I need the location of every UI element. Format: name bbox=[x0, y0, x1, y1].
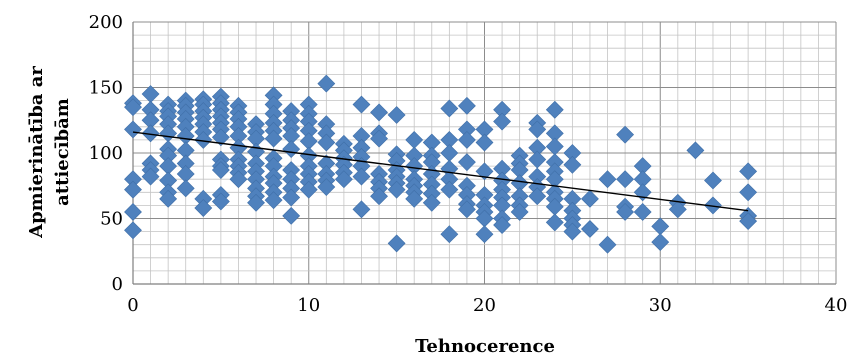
y-axis-title: Apmierinātība ar attiecībām bbox=[26, 66, 73, 239]
data-point bbox=[141, 124, 160, 143]
data-point bbox=[317, 133, 336, 152]
data-point bbox=[211, 161, 230, 179]
data-point bbox=[387, 234, 406, 253]
data-point bbox=[282, 188, 301, 207]
y-axis-title-line-2: attiecībām bbox=[52, 98, 73, 206]
y-tick-label: 50 bbox=[100, 209, 123, 230]
data-points bbox=[124, 74, 758, 254]
data-point bbox=[282, 140, 301, 158]
x-axis-ticks: 0 10 20 30 40 bbox=[127, 295, 847, 316]
data-point bbox=[528, 187, 547, 206]
data-point bbox=[387, 180, 406, 199]
data-point bbox=[211, 192, 230, 211]
data-point bbox=[651, 233, 670, 252]
data-point bbox=[405, 189, 424, 208]
data-point bbox=[124, 221, 142, 240]
data-point bbox=[282, 206, 301, 225]
data-point bbox=[545, 137, 564, 156]
data-point bbox=[739, 212, 758, 231]
data-point bbox=[686, 141, 705, 160]
y-tick-label: 150 bbox=[89, 78, 123, 99]
data-point bbox=[194, 199, 213, 217]
data-point bbox=[352, 167, 371, 186]
data-point bbox=[422, 193, 441, 212]
data-point bbox=[545, 100, 564, 119]
data-point bbox=[440, 144, 459, 162]
x-tick-label: 10 bbox=[297, 295, 320, 316]
data-point bbox=[616, 203, 635, 221]
x-tick-label: 30 bbox=[649, 295, 672, 316]
data-point bbox=[545, 213, 564, 232]
data-point bbox=[387, 106, 406, 124]
data-point bbox=[475, 133, 494, 152]
y-tick-label: 100 bbox=[89, 143, 123, 164]
data-point bbox=[370, 187, 388, 206]
data-point bbox=[264, 129, 283, 148]
data-point bbox=[159, 189, 178, 208]
x-tick-label: 0 bbox=[127, 295, 138, 316]
y-tick-label: 0 bbox=[112, 274, 123, 295]
data-point bbox=[475, 162, 494, 181]
data-point bbox=[440, 225, 459, 244]
data-point bbox=[264, 191, 283, 210]
data-point bbox=[194, 130, 213, 149]
data-point bbox=[458, 130, 476, 149]
x-axis-title: Tehnocerence bbox=[415, 336, 555, 357]
data-point bbox=[510, 203, 529, 221]
x-tick-label: 20 bbox=[473, 295, 496, 316]
x-tick-label: 40 bbox=[825, 295, 848, 316]
data-point bbox=[651, 217, 670, 236]
data-point bbox=[528, 120, 547, 139]
data-point bbox=[528, 150, 547, 169]
data-point bbox=[493, 112, 511, 131]
data-point bbox=[352, 200, 371, 219]
data-point bbox=[598, 170, 617, 189]
data-point bbox=[370, 103, 388, 122]
data-point bbox=[176, 179, 195, 198]
data-point bbox=[124, 98, 142, 117]
data-point bbox=[229, 170, 248, 189]
data-point bbox=[124, 120, 142, 139]
data-point bbox=[668, 200, 687, 219]
data-point bbox=[440, 180, 459, 199]
trendline-layer bbox=[132, 131, 749, 212]
data-point bbox=[458, 200, 476, 219]
data-point bbox=[739, 162, 758, 181]
data-point bbox=[704, 196, 722, 215]
data-point bbox=[370, 129, 388, 148]
data-point bbox=[563, 222, 582, 241]
data-point bbox=[581, 220, 599, 238]
y-tick-label: 200 bbox=[89, 12, 123, 33]
data-point bbox=[633, 203, 652, 221]
data-point bbox=[159, 124, 178, 143]
data-point bbox=[493, 216, 511, 234]
data-point bbox=[598, 235, 617, 254]
data-point bbox=[141, 167, 160, 186]
data-point bbox=[247, 193, 265, 212]
data-point bbox=[405, 130, 424, 149]
data-point bbox=[317, 178, 336, 196]
data-point bbox=[739, 183, 758, 202]
y-axis-ticks: 0 50 100 150 200 bbox=[89, 12, 123, 295]
data-point bbox=[458, 96, 476, 115]
data-point bbox=[563, 155, 582, 174]
data-point bbox=[211, 128, 230, 147]
data-point bbox=[581, 189, 599, 208]
data-point bbox=[704, 171, 722, 190]
data-point bbox=[124, 203, 142, 221]
data-point bbox=[317, 74, 336, 93]
data-point bbox=[440, 99, 459, 118]
data-point bbox=[124, 180, 142, 199]
data-point bbox=[616, 125, 635, 144]
data-point bbox=[458, 153, 476, 172]
data-point bbox=[334, 170, 353, 189]
trendline bbox=[132, 131, 749, 212]
data-point bbox=[141, 85, 160, 103]
data-point bbox=[299, 180, 318, 199]
data-point bbox=[616, 170, 635, 189]
data-point bbox=[352, 95, 371, 114]
data-point bbox=[475, 225, 494, 244]
y-axis-title-line-1: Apmierinātība ar bbox=[26, 66, 47, 239]
